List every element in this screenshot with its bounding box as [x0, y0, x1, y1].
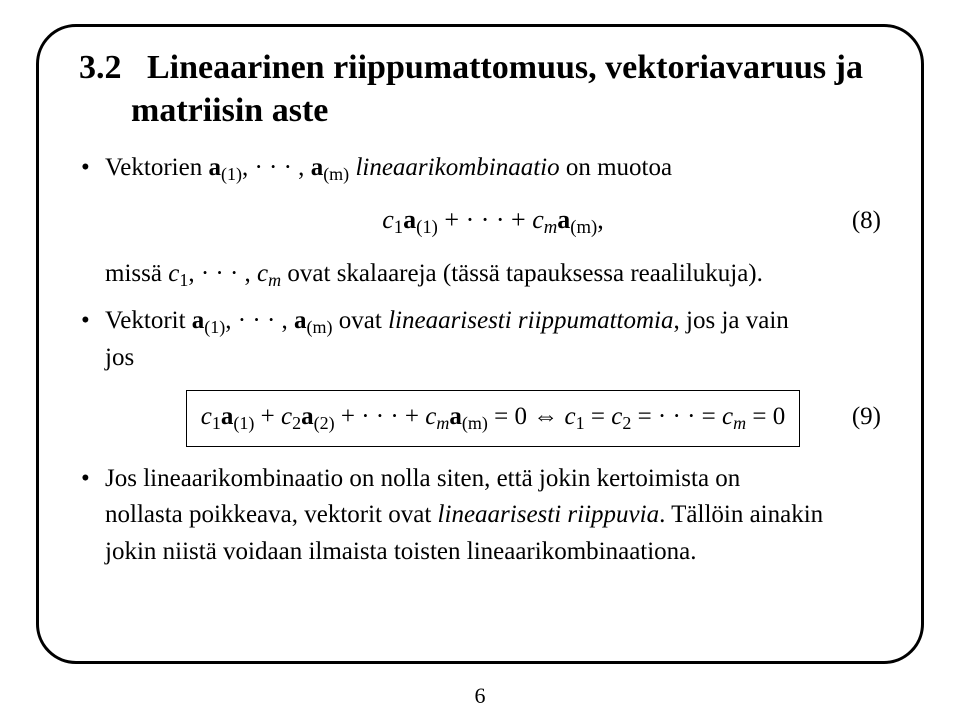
sym-c: c [281, 403, 292, 430]
sym-c: c [565, 403, 576, 430]
vector-a: a [301, 403, 314, 430]
text: , jos ja vain [674, 307, 789, 334]
section-title-line1: Lineaarinen riippumattomuus, vektoriavar… [147, 49, 863, 86]
text: nollasta poikkeava, vektorit ovat [105, 501, 438, 528]
section-number: 3.2 [79, 49, 122, 86]
sub: m [268, 270, 281, 290]
page-number: 6 [0, 683, 960, 709]
sub: 2 [622, 413, 631, 433]
sub: m [733, 413, 746, 433]
equation-8: c1a(1) + · · · + cma(m), (8) [105, 201, 881, 241]
sub: m [436, 413, 449, 433]
sub: (1) [233, 413, 254, 433]
text: , · · · , [242, 154, 311, 181]
text: Jos lineaarikombinaatio on nolla siten, … [105, 465, 740, 492]
sym-c: c [722, 403, 733, 430]
sub: (m) [462, 413, 488, 433]
vector-a: a [557, 205, 570, 234]
text: , [597, 205, 604, 234]
sub: 1 [212, 413, 221, 433]
italic-text: lineaarisesti riippuvia [438, 501, 660, 528]
section-heading: 3.2 Lineaarinen riippumattomuus, vektori… [79, 47, 881, 132]
sym-c: c [611, 403, 622, 430]
sub: (m) [570, 217, 597, 238]
sym-c: c [201, 403, 212, 430]
sym-c: c [168, 260, 179, 287]
sub: m [544, 217, 558, 238]
sym-c: c [257, 260, 268, 287]
vector-a: a [311, 154, 324, 181]
text: jokin niistä voidaan ilmaista toisten li… [105, 538, 697, 565]
vector-a: a [294, 307, 307, 334]
sub: (m) [307, 317, 333, 337]
sub: (1) [221, 164, 242, 184]
bullet-item-3: Jos lineaarikombinaatio on nolla siten, … [79, 461, 881, 570]
sub: 2 [292, 413, 301, 433]
text: + · · · + [438, 205, 532, 234]
bullet-item-1: Vektorien a(1), · · · , a(m) lineaarikom… [79, 150, 881, 293]
text: + · · · + [335, 403, 426, 430]
italic-text: lineaarikombinaatio [349, 154, 559, 181]
sub: (1) [204, 317, 225, 337]
vector-a: a [192, 307, 205, 334]
vector-a: a [208, 154, 221, 181]
text: Vektorit [105, 307, 192, 334]
equation-9-wrap: c1a(1) + c2a(2) + · · · + cma(m) = 0 ⇔ c… [105, 384, 881, 449]
section-title-line2: matriisin aste [131, 92, 328, 129]
equation-number: (9) [852, 398, 881, 434]
sym-c: c [382, 205, 394, 234]
text: on muotoa [560, 154, 673, 181]
italic-text: lineaarisesti riippumattomia [388, 307, 673, 334]
vector-a: a [403, 205, 416, 234]
text: . Tällöin ainakin [659, 501, 823, 528]
text: ovat [333, 307, 389, 334]
text: , · · · , [188, 260, 257, 287]
sym-c: c [425, 403, 436, 430]
sub: 1 [394, 217, 403, 238]
text: = 0 ⇔ [488, 403, 565, 430]
text: = · · · = [631, 403, 722, 430]
content-frame: 3.2 Lineaarinen riippumattomuus, vektori… [36, 24, 924, 664]
sub: (m) [323, 164, 349, 184]
bullet-item-2: Vektorit a(1), · · · , a(m) ovat lineaar… [79, 303, 881, 450]
text: = 0 [746, 403, 785, 430]
equation-9-box: c1a(1) + c2a(2) + · · · + cma(m) = 0 ⇔ c… [186, 390, 800, 447]
text: = [585, 403, 612, 430]
vector-a: a [449, 403, 462, 430]
sub: 1 [179, 270, 188, 290]
vector-a: a [221, 403, 234, 430]
sym-c: c [532, 205, 544, 234]
text: + [254, 403, 281, 430]
text: jos [105, 344, 134, 371]
text: missä [105, 260, 168, 287]
bullet-list: Vektorien a(1), · · · , a(m) lineaarikom… [79, 150, 881, 570]
text: Vektorien [105, 154, 208, 181]
text: , · · · , [225, 307, 294, 334]
sub: 1 [576, 413, 585, 433]
equation-number: (8) [852, 203, 881, 239]
sub: (1) [416, 217, 438, 238]
text: ovat skalaareja (tässä tapauksessa reaal… [281, 260, 763, 287]
page: 3.2 Lineaarinen riippumattomuus, vektori… [0, 0, 960, 717]
sub: (2) [314, 413, 335, 433]
